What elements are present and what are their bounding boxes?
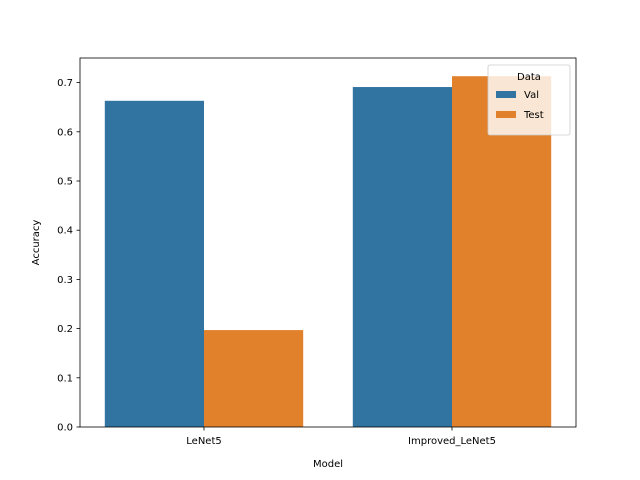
plot-frame bbox=[79, 57, 577, 428]
legend-title: Data bbox=[517, 72, 541, 83]
legend-label-test: Test bbox=[523, 110, 544, 121]
bar-test-lenet5 bbox=[204, 330, 304, 427]
y-tick-label: 0.2 bbox=[57, 324, 73, 335]
axes-layer: 0.0 0.1 0.2 0.3 0.4 0.5 0.6 0.7 LeNet5 Improved_L… bbox=[31, 57, 577, 470]
legend: Data Val Test bbox=[487, 64, 571, 136]
legend-swatch-test bbox=[496, 111, 516, 118]
bars-layer bbox=[104, 76, 552, 428]
legend-label-val: Val bbox=[524, 90, 539, 101]
y-tick-label: 0.7 bbox=[57, 78, 73, 89]
x-tick-label-improved_lenet5: Improved_LeNet5 bbox=[408, 436, 496, 447]
y-tick-label: 0.4 bbox=[57, 226, 73, 237]
y-tick-label: 0.6 bbox=[57, 127, 73, 138]
legend-swatch-val bbox=[496, 91, 516, 98]
bar-val-lenet5 bbox=[104, 100, 204, 428]
bar-val-improved_lenet5 bbox=[352, 87, 452, 427]
y-tick-label: 0.0 bbox=[57, 423, 73, 434]
y-tick-label: 0.1 bbox=[57, 373, 73, 384]
x-axis-label: Model bbox=[313, 459, 343, 470]
x-tick-label-lenet5: LeNet5 bbox=[186, 436, 221, 447]
y-axis-label: Accuracy bbox=[31, 220, 42, 266]
y-tick-label: 0.5 bbox=[57, 177, 73, 188]
y-tick-label: 0.3 bbox=[57, 275, 73, 286]
